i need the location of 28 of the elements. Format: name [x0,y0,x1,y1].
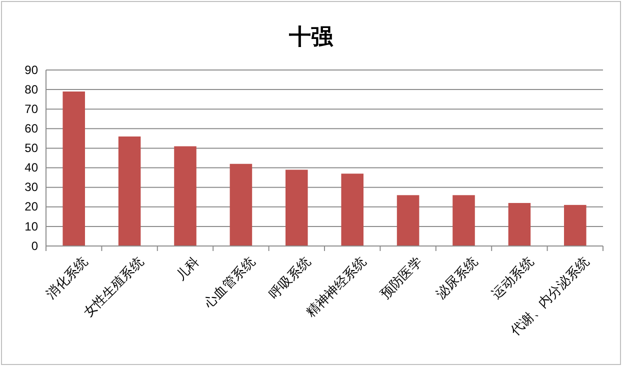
x-tick-label: 预防医学 [377,254,425,302]
y-tick-label: 30 [24,180,38,194]
x-tick-label: 心血管系统 [200,254,258,312]
y-tick-label: 70 [24,102,38,116]
y-tick-label: 80 [24,82,38,96]
bar [62,92,85,246]
y-tick-label: 50 [24,141,38,156]
bar [452,195,475,246]
x-tick-label: 运动系统 [488,254,536,302]
y-tick-label: 60 [24,122,38,136]
bar [230,164,252,246]
x-tick-label: 泌尿系统 [433,254,480,302]
y-tick-label: 10 [24,219,38,234]
y-tick-label: 0 [31,238,38,253]
bar [286,170,308,246]
x-tick-label: 呼吸系统 [266,254,314,302]
x-tick-label: 儿科 [172,254,202,284]
bar [396,195,420,246]
bar [174,146,196,246]
bar [118,136,141,246]
y-tick-label: 40 [24,160,38,175]
chart-title: 十强 [288,25,334,50]
bar [341,174,364,246]
x-tick-label: 消化系统 [43,254,91,302]
y-tick-label: 20 [24,200,38,214]
bar [508,202,531,246]
y-tick-label: 90 [24,62,38,77]
bar [564,204,586,246]
